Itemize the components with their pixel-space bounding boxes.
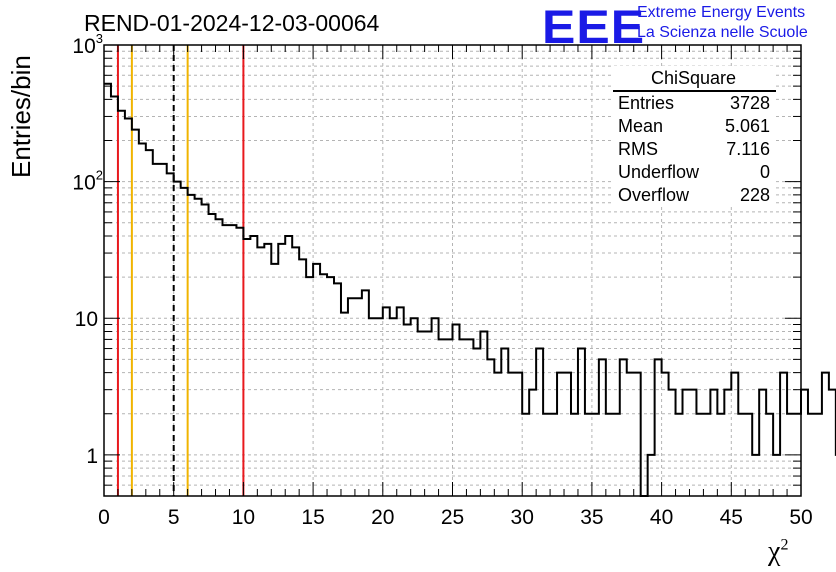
x-tick-label: 40 <box>650 506 673 529</box>
histogram-series <box>104 82 836 497</box>
stats-title: ChiSquare <box>650 68 737 88</box>
stats-value: 3728 <box>729 93 770 113</box>
stats-value: 228 <box>739 185 770 205</box>
x-axis-label-sup: 2 <box>780 536 789 554</box>
y-tick-label: 10 <box>75 308 98 331</box>
stats-value: 7.116 <box>726 139 770 159</box>
y-tick-label: 103 <box>72 31 103 58</box>
axis-ticks <box>103 45 802 497</box>
x-tick-label: 50 <box>789 506 812 529</box>
grid-lines <box>104 45 801 496</box>
chart-title: REND-01-2024-12-03-00064 <box>84 10 380 36</box>
stats-divider <box>613 90 776 92</box>
x-axis-label-base: χ <box>768 536 781 567</box>
x-tick-label: 45 <box>720 506 743 529</box>
stats-row-rms: RMS 7.116 <box>618 139 770 160</box>
stats-label: RMS <box>618 139 658 159</box>
reference-lines <box>116 45 245 496</box>
x-tick-label: 5 <box>168 506 180 529</box>
x-tick-label: 30 <box>511 506 534 529</box>
stats-row-mean: Mean 5.061 <box>618 116 770 137</box>
stats-label: Mean <box>618 116 664 136</box>
eee-logo: EEE <box>542 0 646 54</box>
y-tick-label: 102 <box>72 168 103 195</box>
stats-value: 0 <box>759 162 770 182</box>
stats-label: Underflow <box>618 162 700 182</box>
x-tick-label: 25 <box>441 506 464 529</box>
logo-subtitle-1: Extreme Energy Events <box>637 4 806 21</box>
logo-subtitle-2: La Scienza nelle Scuole <box>637 24 808 41</box>
stats-box: ChiSquare Entries 3728 Mean 5.061 RMS 7.116… <box>611 66 776 206</box>
x-tick-label: 10 <box>232 506 255 529</box>
x-axis-label: χ2 <box>768 536 788 568</box>
stats-row-overflow: Overflow 228 <box>618 185 770 206</box>
stats-row-underflow: Underflow 0 <box>618 162 770 183</box>
tick-labels: 0 5 10 15 20 25 30 35 40 45 50 1 10 102 103 <box>72 31 812 529</box>
stats-label: Entries <box>618 93 675 113</box>
y-tick-label: 1 <box>86 445 98 468</box>
stats-row-entries: Entries 3728 <box>618 93 770 114</box>
x-tick-label: 0 <box>98 506 110 529</box>
y-axis-label: Entries/bin <box>6 55 36 178</box>
x-tick-label: 35 <box>580 506 603 529</box>
x-tick-label: 15 <box>301 506 324 529</box>
stats-value: 5.061 <box>724 116 770 136</box>
stats-label: Overflow <box>618 185 690 205</box>
x-tick-label: 20 <box>371 506 394 529</box>
